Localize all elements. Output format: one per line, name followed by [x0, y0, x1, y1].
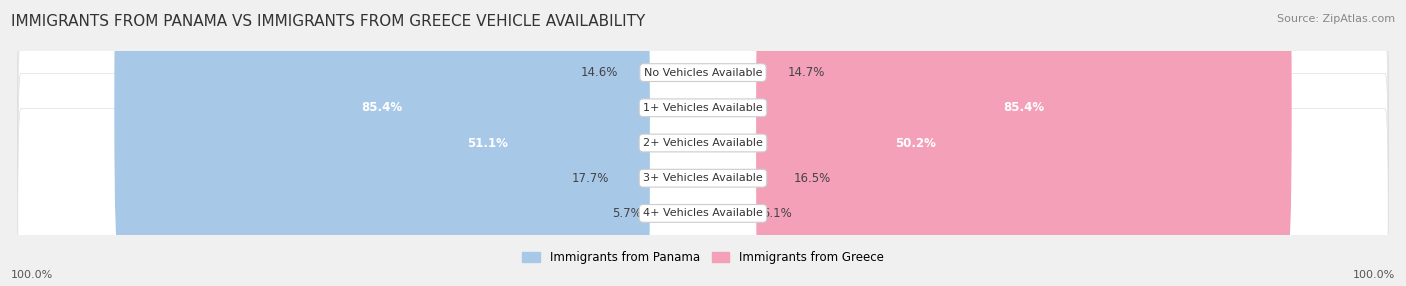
FancyBboxPatch shape	[756, 25, 868, 286]
FancyBboxPatch shape	[114, 0, 650, 261]
Text: 100.0%: 100.0%	[11, 270, 53, 280]
Text: 14.6%: 14.6%	[581, 66, 619, 79]
Text: 17.7%: 17.7%	[571, 172, 609, 185]
Text: 85.4%: 85.4%	[361, 101, 402, 114]
Text: 100.0%: 100.0%	[1353, 270, 1395, 280]
FancyBboxPatch shape	[756, 0, 856, 226]
Text: 4+ Vehicles Available: 4+ Vehicles Available	[643, 208, 763, 219]
Text: IMMIGRANTS FROM PANAMA VS IMMIGRANTS FROM GREECE VEHICLE AVAILABILITY: IMMIGRANTS FROM PANAMA VS IMMIGRANTS FRO…	[11, 14, 645, 29]
Text: 3+ Vehicles Available: 3+ Vehicles Available	[643, 173, 763, 183]
Text: 85.4%: 85.4%	[1004, 101, 1045, 114]
FancyBboxPatch shape	[18, 3, 1388, 213]
FancyBboxPatch shape	[756, 0, 1076, 286]
Text: 50.2%: 50.2%	[896, 136, 936, 150]
Text: No Vehicles Available: No Vehicles Available	[644, 67, 762, 78]
Text: 1+ Vehicles Available: 1+ Vehicles Available	[643, 103, 763, 113]
Text: 51.1%: 51.1%	[467, 136, 508, 150]
FancyBboxPatch shape	[18, 0, 1388, 178]
Text: 5.7%: 5.7%	[612, 207, 643, 220]
Text: 2+ Vehicles Available: 2+ Vehicles Available	[643, 138, 763, 148]
Text: 14.7%: 14.7%	[787, 66, 825, 79]
FancyBboxPatch shape	[605, 60, 650, 286]
FancyBboxPatch shape	[18, 38, 1388, 248]
FancyBboxPatch shape	[18, 73, 1388, 283]
Legend: Immigrants from Panama, Immigrants from Greece: Immigrants from Panama, Immigrants from …	[517, 247, 889, 269]
FancyBboxPatch shape	[756, 60, 797, 286]
FancyBboxPatch shape	[756, 0, 1292, 261]
FancyBboxPatch shape	[325, 0, 650, 286]
Text: 16.5%: 16.5%	[793, 172, 831, 185]
FancyBboxPatch shape	[531, 25, 650, 286]
FancyBboxPatch shape	[550, 0, 650, 226]
FancyBboxPatch shape	[18, 108, 1388, 286]
Text: 5.1%: 5.1%	[762, 207, 792, 220]
Text: Source: ZipAtlas.com: Source: ZipAtlas.com	[1277, 14, 1395, 24]
